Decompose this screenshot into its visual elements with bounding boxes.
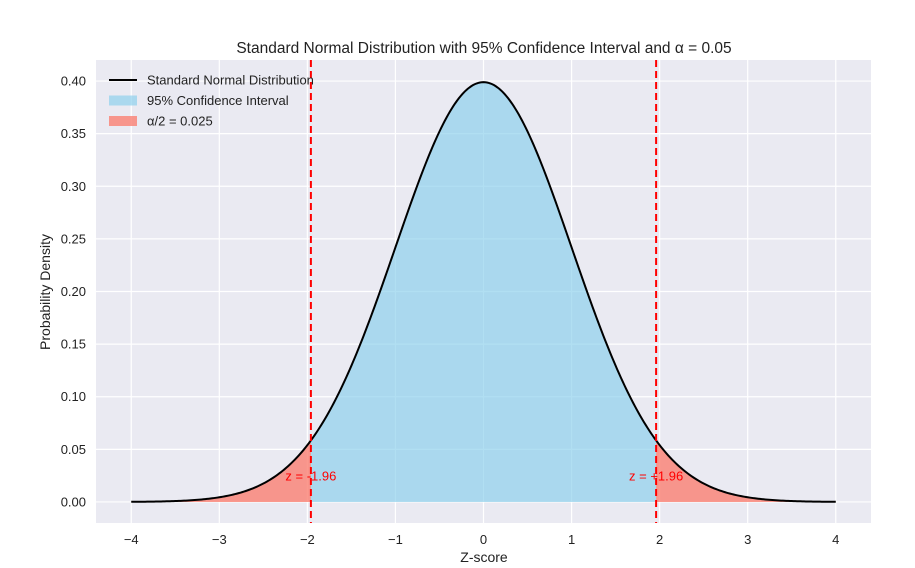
x-tick-label: 3: [744, 532, 751, 547]
annotations: z = -1.96 z = +1.96: [285, 469, 683, 484]
x-tick-label: 4: [832, 532, 839, 547]
x-axis-title: Z-score: [460, 549, 508, 565]
right-tail-area: [656, 440, 836, 502]
critical-lines: [309, 60, 658, 523]
legend-label: 95% Confidence Interval: [147, 93, 289, 108]
x-tick-label: −3: [212, 532, 227, 547]
pdf-curve: [131, 81, 836, 503]
legend-swatch-tail: [109, 116, 137, 126]
y-tick-labels: 0.00 0.05 0.10 0.15 0.20 0.25 0.30 0.35 0.40: [61, 74, 86, 510]
x-tick-label: 0: [480, 532, 487, 547]
annotation-left: z = -1.96: [285, 469, 336, 484]
chart-title: Standard Normal Distribution with 95% Co…: [236, 40, 731, 57]
y-tick-label: 0.00: [61, 494, 86, 509]
legend: Standard Normal Distribution 95% Confiden…: [109, 73, 314, 129]
y-tick-label: 0.25: [61, 231, 86, 246]
x-tick-label: −1: [388, 532, 403, 547]
x-tick-label: −4: [124, 532, 139, 547]
area-fills: [131, 82, 836, 502]
y-tick-label: 0.40: [61, 74, 86, 89]
y-tick-label: 0.15: [61, 337, 86, 352]
left-tail-area: [131, 440, 311, 502]
x-tick-label: 1: [568, 532, 575, 547]
legend-label: α/2 = 0.025: [147, 114, 213, 129]
y-tick-label: 0.20: [61, 284, 86, 299]
x-tick-label: 2: [656, 532, 663, 547]
y-axis-title: Probability Density: [37, 234, 53, 350]
legend-swatch-ci: [109, 95, 137, 106]
y-tick-label: 0.30: [61, 179, 86, 194]
x-tick-label: −2: [300, 532, 315, 547]
annotation-right: z = +1.96: [629, 469, 683, 484]
x-tick-labels: −4 −3 −2 −1 0 1 2 3 4: [124, 532, 840, 547]
y-tick-label: 0.35: [61, 126, 86, 141]
legend-label: Standard Normal Distribution: [147, 73, 314, 88]
y-tick-label: 0.10: [61, 389, 86, 404]
curve-layer: [131, 81, 836, 503]
ci-area: [310, 82, 657, 502]
y-tick-label: 0.05: [61, 442, 86, 457]
